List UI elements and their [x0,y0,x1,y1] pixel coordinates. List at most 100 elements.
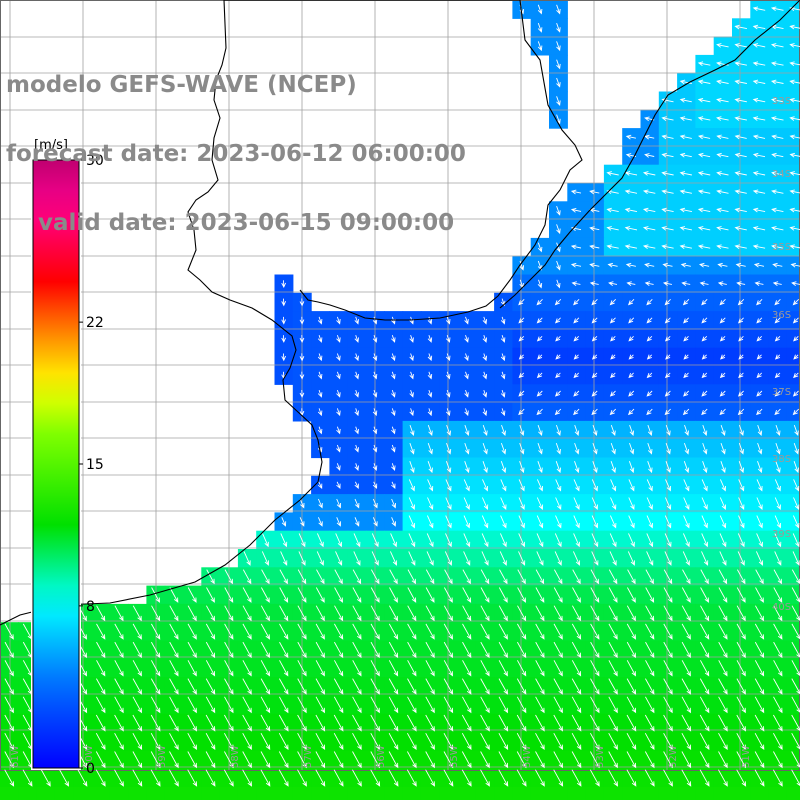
wind-arrow [771,152,784,158]
wind-arrow [555,424,561,436]
wind-arrow [480,769,490,787]
wind-arrow [132,623,142,640]
wind-arrow [334,569,343,585]
wind-arrow [518,479,525,492]
wind-arrow [684,424,689,436]
wind-cell [786,201,800,221]
wind-arrow [205,751,216,769]
wind-arrow [683,497,690,510]
wind-arrow [535,732,545,750]
wind-arrow [734,97,747,103]
wind-arrow [280,533,288,548]
wind-arrow [736,732,746,750]
wind-arrow [644,751,655,769]
wind-arrow [445,515,452,529]
wind-arrow [518,372,525,379]
wind-arrow [536,408,543,416]
wind-arrow [114,714,124,732]
wind-arrow [297,678,307,695]
wind-arrow [716,244,729,249]
wind-arrow [775,461,781,474]
wind-arrow [555,461,562,474]
wind-arrow [697,61,711,66]
wind-arrow [407,641,417,659]
wind-arrow [791,281,800,286]
wind-arrow [738,461,745,474]
wind-arrow [683,354,689,360]
wind-arrow [315,587,325,603]
wind-arrow [608,587,618,603]
wind-arrow [644,732,655,750]
wind-arrow [556,77,561,88]
wind-arrow [698,262,710,268]
wind-arrow [352,605,362,622]
wind-arrow [773,641,783,659]
wind-arrow [720,461,726,474]
wind-arrow [718,696,728,714]
wind-arrow [278,732,289,750]
wind-arrow [519,442,525,455]
wind-arrow [626,769,637,787]
wind-arrow [150,714,161,732]
wind-arrow [463,533,471,548]
wind-arrow [701,551,709,566]
wind-arrow [518,298,525,306]
wind-arrow [609,533,617,548]
wind-arrow [372,335,378,343]
wind-arrow [354,335,359,343]
wind-arrow [498,660,508,677]
wind-cell [91,786,111,800]
wind-arrow [443,732,454,750]
wind-arrow [753,262,765,268]
wind-arrow [427,479,434,492]
wind-arrow [297,714,307,732]
lon-label: 57W [303,745,314,768]
wind-arrow [626,751,637,769]
wind-arrow [774,372,781,379]
wind-cell [786,732,800,751]
wind-arrow [370,623,380,640]
wind-arrow [169,587,179,603]
wind-arrow [372,389,378,398]
wind-arrow [792,317,799,324]
wind-arrow [791,641,800,658]
wind-cell [786,512,800,532]
wind-arrow [281,298,287,307]
wind-arrow [642,226,656,231]
wind-arrow [791,660,800,677]
wind-arrow [261,551,269,566]
wind-arrow [771,134,784,140]
wind-arrow [407,714,417,732]
wind-arrow [646,479,653,492]
wind-arrow [150,678,161,695]
wind-arrow [774,479,781,492]
wind-arrow [500,389,506,398]
wind-arrow [663,605,673,622]
wind-arrow [699,732,710,750]
wind-arrow [482,353,488,362]
wind-cell [183,786,202,800]
wind-arrow [738,424,744,436]
wind-arrow [646,335,653,342]
wind-arrow [498,605,508,622]
wind-arrow [446,424,452,436]
wind-arrow [610,479,617,492]
wind-arrow [335,533,343,548]
wind-arrow [315,678,326,695]
wind-arrow [756,372,763,379]
wind-arrow [425,751,435,769]
wind-arrow [370,641,380,659]
wind-arrow [679,189,692,195]
wind-arrow [737,390,744,397]
wind-arrow [224,587,234,603]
wind-arrow [754,696,765,714]
wind-arrow [606,171,619,176]
wind-arrow [752,134,766,140]
wind-arrow [498,623,508,640]
wind-arrow [444,569,453,585]
wind-arrow [683,461,690,474]
wind-arrow [572,587,581,603]
wind-arrow [224,732,234,750]
wind-arrow [169,605,179,622]
wind-arrow [388,751,399,769]
